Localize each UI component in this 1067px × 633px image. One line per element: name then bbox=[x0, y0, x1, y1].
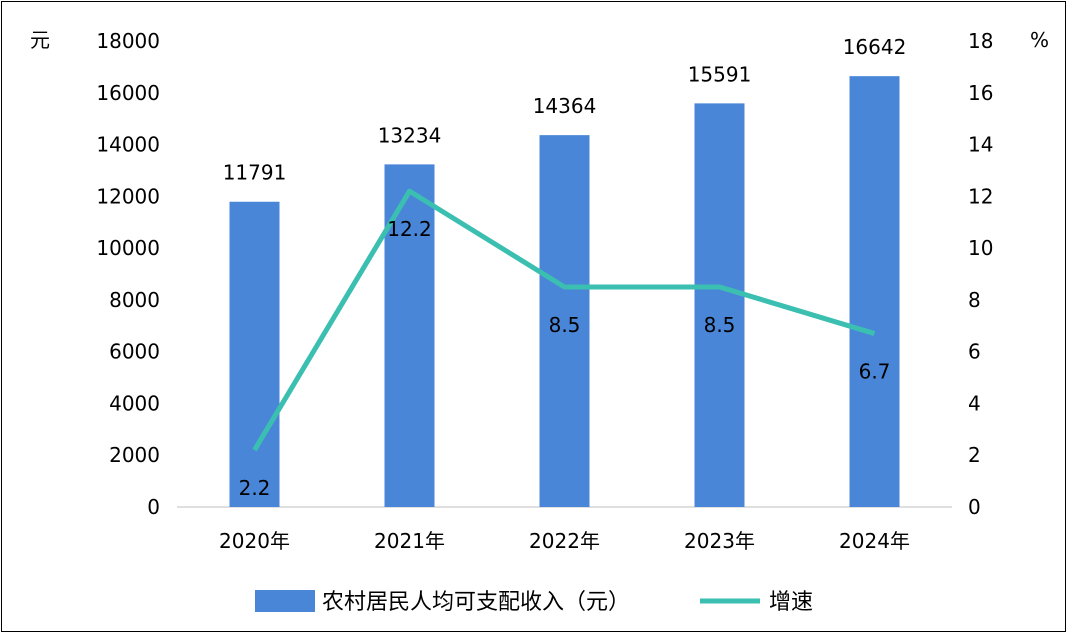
legend: 农村居民人均可支配收入（元） 增速 bbox=[255, 590, 813, 615]
left-tick-label: 16000 bbox=[96, 81, 160, 105]
growth-value-label: 6.7 bbox=[859, 360, 891, 384]
bar-value-label: 14364 bbox=[533, 94, 597, 118]
left-tick-label: 18000 bbox=[96, 29, 160, 53]
legend-bar-swatch bbox=[255, 590, 315, 612]
bar-data-labels: 11791 13234 14364 15591 16642 bbox=[223, 35, 907, 185]
bar bbox=[849, 76, 900, 508]
bar bbox=[229, 201, 280, 507]
growth-line bbox=[252, 188, 876, 452]
bar-value-label: 16642 bbox=[843, 35, 907, 59]
bar bbox=[539, 135, 590, 507]
left-tick-label: 2000 bbox=[109, 443, 160, 467]
growth-value-label: 2.2 bbox=[239, 476, 271, 500]
left-tick-label: 10000 bbox=[96, 236, 160, 260]
left-axis-unit: 元 bbox=[30, 28, 50, 52]
right-tick-label: 14 bbox=[968, 133, 993, 157]
right-axis-unit: % bbox=[1030, 28, 1049, 52]
bar-value-label: 13234 bbox=[378, 123, 442, 147]
legend-line-label: 增速 bbox=[769, 590, 813, 615]
left-tick-label: 8000 bbox=[109, 288, 160, 312]
x-tick-label: 2024年 bbox=[839, 529, 910, 553]
left-tick-label: 12000 bbox=[96, 184, 160, 208]
right-tick-label: 6 bbox=[968, 340, 981, 364]
x-tick-label: 2023年 bbox=[684, 529, 755, 553]
bar-value-label: 15591 bbox=[688, 62, 752, 86]
right-tick-label: 2 bbox=[968, 443, 981, 467]
left-tick-label: 14000 bbox=[96, 133, 160, 157]
right-tick-label: 10 bbox=[968, 236, 993, 260]
right-axis-ticks: 0 2 4 6 8 10 12 14 16 18 bbox=[968, 29, 993, 519]
right-tick-label: 18 bbox=[968, 29, 993, 53]
x-tick-label: 2022年 bbox=[529, 529, 600, 553]
bar-value-label: 11791 bbox=[223, 161, 287, 185]
right-tick-label: 0 bbox=[968, 495, 981, 519]
bar bbox=[694, 103, 745, 507]
legend-bar-label: 农村居民人均可支配收入（元） bbox=[322, 590, 630, 615]
right-tick-label: 12 bbox=[968, 184, 993, 208]
growth-value-label: 8.5 bbox=[549, 313, 581, 337]
line-data-labels: 2.2 12.2 8.5 8.5 6.7 bbox=[239, 217, 891, 500]
x-axis-ticks: 2020年 2021年 2022年 2023年 2024年 bbox=[219, 529, 910, 553]
left-tick-label: 4000 bbox=[109, 391, 160, 415]
right-tick-label: 16 bbox=[968, 81, 993, 105]
right-tick-label: 4 bbox=[968, 391, 981, 415]
right-tick-label: 8 bbox=[968, 288, 981, 312]
left-axis-ticks: 0 2000 4000 6000 8000 10000 12000 14000 16000 180… bbox=[96, 29, 160, 519]
x-tick-label: 2021年 bbox=[374, 529, 445, 553]
growth-value-label: 8.5 bbox=[704, 313, 736, 337]
bar-series bbox=[229, 76, 900, 508]
growth-value-label: 12.2 bbox=[387, 217, 432, 241]
left-tick-label: 0 bbox=[147, 495, 160, 519]
x-tick-label: 2020年 bbox=[219, 529, 290, 553]
left-tick-label: 6000 bbox=[109, 340, 160, 364]
